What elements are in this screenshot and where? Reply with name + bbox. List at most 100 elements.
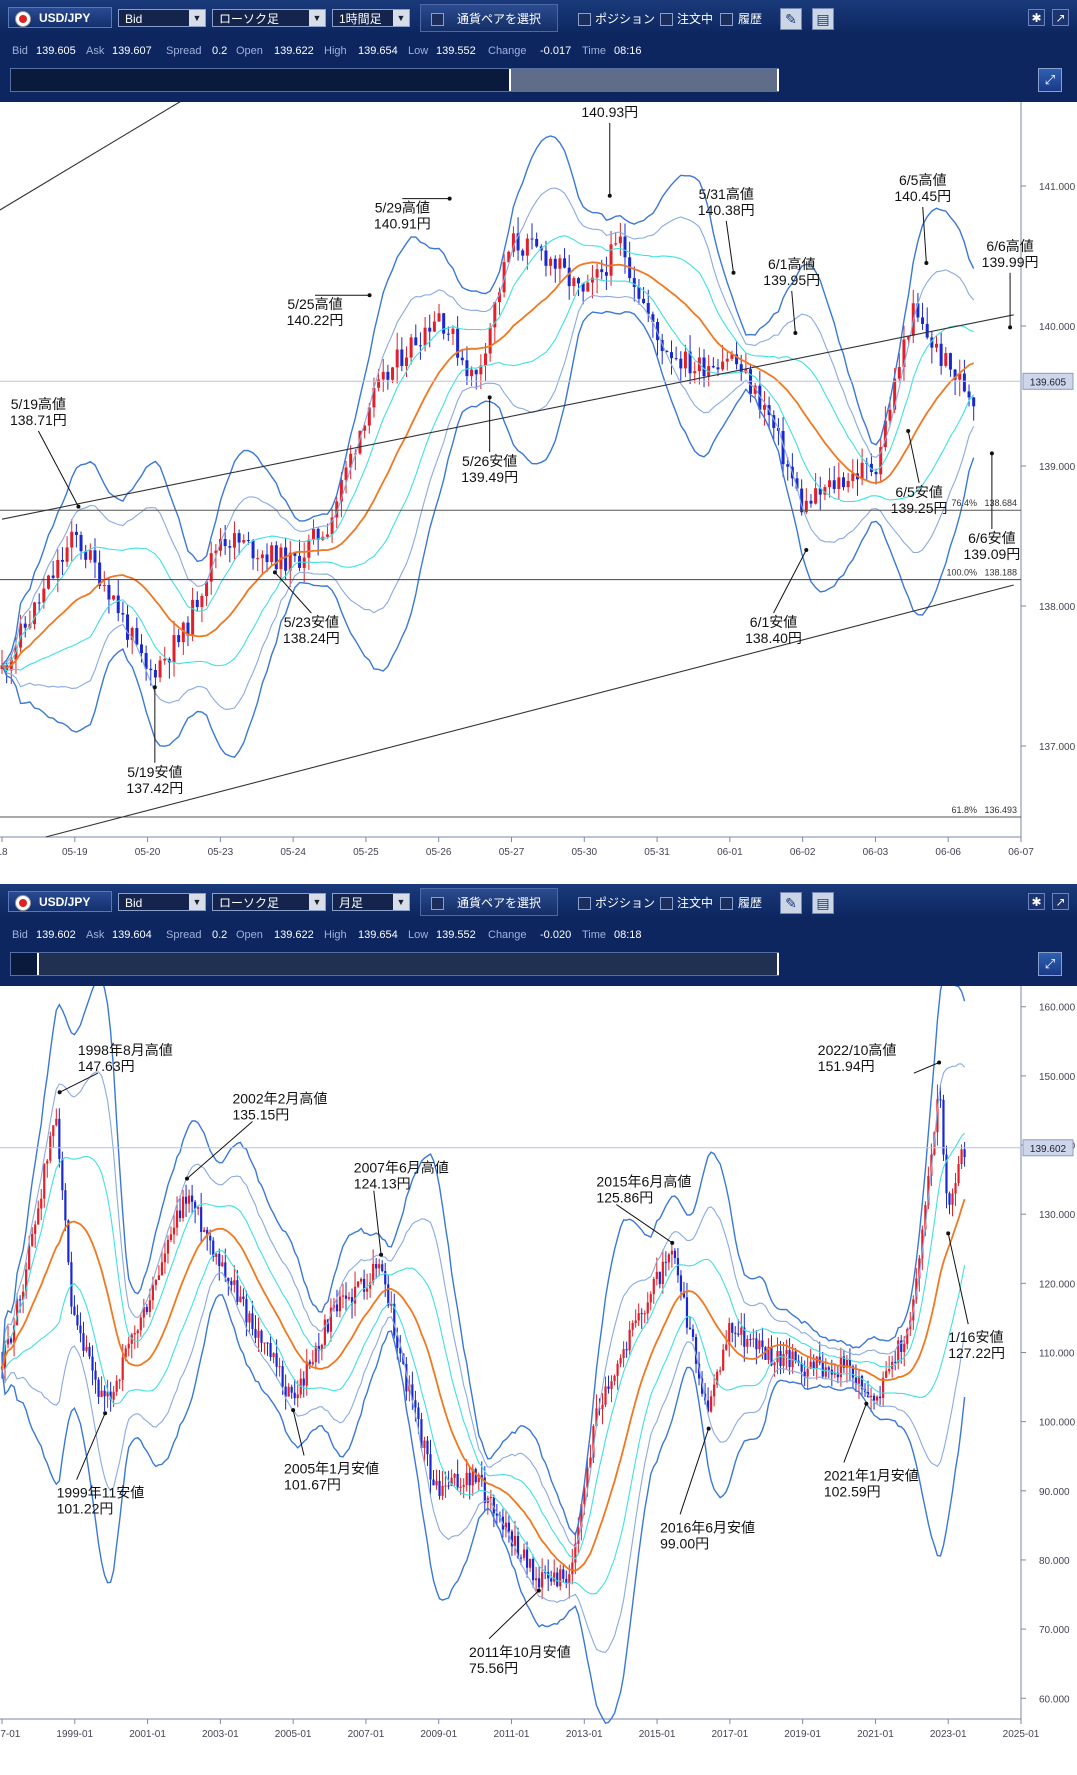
select-pair-checkbox[interactable] (431, 13, 444, 26)
history-checkbox[interactable] (720, 13, 733, 26)
zoom-fit-icon[interactable]: ⤢ (1038, 952, 1062, 976)
popout-icon[interactable]: ↗ (1052, 893, 1069, 910)
currency-pair-badge[interactable]: USD/JPY (8, 7, 112, 28)
popout-icon[interactable]: ↗ (1052, 9, 1069, 26)
candle-body (359, 1278, 363, 1282)
candle-body (438, 1480, 441, 1496)
candle-body (902, 339, 906, 368)
change-value: -0.017 (540, 45, 572, 57)
annotation-title: 5/23安値 (284, 614, 339, 630)
candle-body (716, 367, 720, 370)
candle-body (56, 559, 60, 578)
annotation-value: 138.40円 (745, 630, 802, 646)
y-tick-label: 138.000 (1039, 602, 1076, 613)
monthly-candlestick-chart[interactable]: 160.000150.000140.000130.000120.000110.0… (0, 986, 1077, 1775)
annotation-title: 5/26安値 (462, 453, 517, 469)
navigator-selection[interactable] (509, 69, 779, 91)
candle-body (40, 1198, 43, 1209)
annotation-title: 6/5高値 (899, 172, 946, 188)
chart-type-select[interactable]: ローソク足 ▼ (212, 893, 326, 911)
candle-body (563, 258, 567, 268)
open-value: 139.622 (274, 45, 314, 57)
annotation-title: 2007年6月高値 (354, 1160, 449, 1176)
candle-body (248, 1313, 251, 1323)
candle-body (786, 464, 790, 467)
hourly-candlestick-chart[interactable]: 141.000 140.000 139.000 138.000 137.000 18 05-… (0, 102, 1077, 880)
candle-body (634, 1320, 637, 1323)
candle-body (60, 559, 64, 562)
annotation-title: 6/1高値 (768, 256, 815, 272)
candle-body (874, 471, 878, 475)
window-icon[interactable]: ▤ (812, 892, 834, 914)
ask-value: 139.607 (112, 45, 152, 57)
candle-body (84, 551, 88, 560)
gear-icon[interactable]: ✱ (1028, 9, 1045, 26)
high-value: 139.654 (358, 929, 398, 941)
orders-checkbox[interactable] (660, 13, 673, 26)
chevron-down-icon: ▼ (189, 10, 205, 26)
candle-body (851, 1366, 855, 1378)
bid-label: Bid (12, 45, 28, 57)
candle-body (22, 1291, 25, 1300)
window-icon[interactable]: ▤ (812, 8, 834, 30)
candle-body (245, 1299, 248, 1323)
candle-body (679, 358, 683, 369)
candle-body (507, 251, 511, 263)
candle-body (547, 1572, 550, 1579)
candle-body (962, 373, 966, 392)
candle-body (420, 1419, 423, 1448)
chart-type-select[interactable]: ローソク足 ▼ (212, 9, 326, 27)
position-checkbox[interactable] (578, 13, 591, 26)
drawing-tool-icon[interactable]: ✎ (780, 8, 802, 30)
candle-body (809, 500, 813, 504)
chart-background (0, 102, 1077, 863)
candle-body (495, 1513, 498, 1516)
price-type-select[interactable]: Bid ▼ (118, 893, 206, 911)
timeframe-select[interactable]: 1時間足 ▼ (332, 9, 410, 27)
fibonacci-price-label: 136.493 (984, 805, 1017, 815)
price-type-select[interactable]: Bid ▼ (118, 9, 206, 27)
timeframe-select[interactable]: 月足 ▼ (332, 893, 410, 911)
select-pair-checkbox[interactable] (431, 897, 444, 910)
annotation-arrowhead (946, 1231, 951, 1236)
us-flag-icon (15, 895, 31, 911)
monthly-chart-panel: USD/JPY Bid ▼ ローソク足 ▼ 月足 ▼ 通貨ペアを選択 ポジション… (0, 884, 1077, 1775)
history-checkbox[interactable] (720, 897, 733, 910)
navigator-selection[interactable] (37, 953, 779, 975)
select-pair-button[interactable]: 通貨ペアを選択 (420, 888, 558, 916)
candle-body (474, 1468, 477, 1483)
candle-body (287, 1386, 290, 1397)
x-tick-label: 05-24 (280, 847, 306, 858)
candle-body (851, 473, 855, 481)
orders-checkbox[interactable] (660, 897, 673, 910)
chart-navigator[interactable] (10, 952, 779, 976)
candle-body (921, 1229, 924, 1259)
chart-type-value: ローソク足 (219, 896, 280, 910)
x-tick-label: 2025-01 (1003, 1729, 1040, 1740)
drawing-tool-icon[interactable]: ✎ (780, 892, 802, 914)
x-tick-label: 05-27 (499, 847, 525, 858)
candle-body (307, 539, 311, 558)
candle-body (151, 1285, 154, 1301)
candle-body (242, 540, 246, 543)
candle-body (363, 1278, 366, 1292)
candle-body (462, 1485, 465, 1487)
candle-body (875, 1396, 879, 1401)
gear-icon[interactable]: ✱ (1028, 893, 1045, 910)
high-value: 139.654 (358, 45, 398, 57)
candle-body (372, 1263, 375, 1283)
candle-body (191, 599, 195, 636)
position-checkbox[interactable] (578, 897, 591, 910)
currency-pair-badge[interactable]: USD/JPY (8, 891, 112, 912)
select-pair-button[interactable]: 通貨ペアを選択 (420, 4, 558, 32)
chevron-down-icon: ▼ (393, 10, 409, 26)
candle-body (832, 480, 836, 489)
candle-body (925, 323, 929, 338)
candle-body (347, 1297, 351, 1299)
chart-navigator[interactable] (10, 68, 779, 92)
candle-body (722, 1349, 725, 1371)
annotation-arrow (373, 1190, 382, 1255)
zoom-fit-icon[interactable]: ⤢ (1038, 68, 1062, 92)
candle-body (284, 547, 288, 571)
open-value: 139.622 (274, 929, 314, 941)
